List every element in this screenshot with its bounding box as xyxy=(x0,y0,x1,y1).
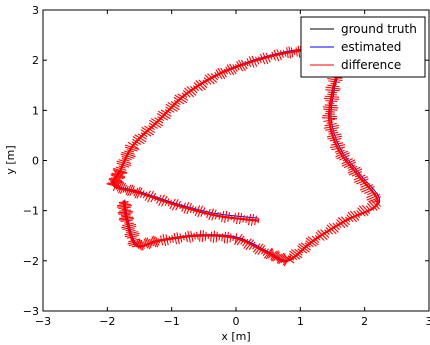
plot-frame xyxy=(42,9,430,312)
difference-segment xyxy=(124,231,139,236)
y-tick-label: −2 xyxy=(23,255,39,268)
y-tick-label: −3 xyxy=(23,305,39,318)
difference-segment xyxy=(212,230,216,243)
difference-band xyxy=(106,44,381,267)
difference-segment xyxy=(221,233,224,242)
difference-segment xyxy=(128,238,141,243)
y-tick-label: 3 xyxy=(32,4,39,17)
y-tick-label: 2 xyxy=(32,54,39,67)
difference-segment xyxy=(361,186,375,193)
difference-line xyxy=(111,48,379,263)
y-axis-label: y [m] xyxy=(4,145,17,174)
difference-segment xyxy=(140,239,145,250)
difference-segment xyxy=(126,229,136,234)
x-axis-label: x [m] xyxy=(221,330,250,343)
x-tick-label: 2 xyxy=(361,315,368,328)
difference-segment xyxy=(357,207,366,217)
x-tick-label: 0 xyxy=(233,315,240,328)
difference-segment xyxy=(257,218,260,224)
y-tick-label: 1 xyxy=(32,104,39,117)
difference-segment xyxy=(359,184,374,191)
difference-segment xyxy=(272,251,280,262)
difference-segment xyxy=(218,233,221,241)
difference-segment xyxy=(361,204,371,214)
y-tick-label: −1 xyxy=(23,205,39,218)
x-tick-label: −2 xyxy=(99,315,115,328)
difference-segment xyxy=(223,231,227,244)
y-tick-label: 0 xyxy=(32,155,39,168)
legend-label-estimated: estimated xyxy=(341,40,401,54)
trajectory-traces xyxy=(106,44,381,267)
legend-label-difference: difference xyxy=(341,58,401,72)
difference-segment xyxy=(366,193,381,201)
x-tick-label: 3 xyxy=(426,315,430,328)
x-tick-label: 1 xyxy=(297,315,304,328)
difference-segment xyxy=(329,138,342,142)
legend: ground truth estimated difference xyxy=(300,16,426,78)
difference-segment xyxy=(358,205,369,216)
difference-segment xyxy=(143,238,149,249)
axis-ticks: −3 −2 −1 0 1 2 3 −3 −2 −1 0 1 2 3 xyxy=(23,4,430,328)
x-tick-label: −3 xyxy=(35,315,51,328)
difference-segment xyxy=(215,231,218,243)
difference-segment xyxy=(125,228,135,232)
difference-segment xyxy=(360,182,370,188)
difference-segment xyxy=(108,177,124,183)
difference-segment xyxy=(108,178,123,184)
difference-segment xyxy=(110,180,121,185)
x-tick-label: −1 xyxy=(164,315,180,328)
difference-segment xyxy=(276,252,285,264)
difference-segment xyxy=(328,131,339,135)
difference-segment xyxy=(327,135,343,140)
difference-segment xyxy=(278,253,286,265)
difference-segment xyxy=(124,232,140,238)
difference-segment xyxy=(126,234,139,239)
difference-segment xyxy=(366,192,378,199)
difference-segment xyxy=(110,177,123,182)
difference-segment xyxy=(328,129,338,133)
legend-label-ground-truth: ground truth xyxy=(341,22,417,36)
difference-segment xyxy=(364,188,375,194)
difference-segment xyxy=(368,196,381,203)
difference-segment xyxy=(326,133,342,138)
difference-segment xyxy=(368,200,378,211)
difference-segment xyxy=(370,199,380,210)
difference-segment xyxy=(325,127,339,131)
difference-segment xyxy=(127,239,143,245)
